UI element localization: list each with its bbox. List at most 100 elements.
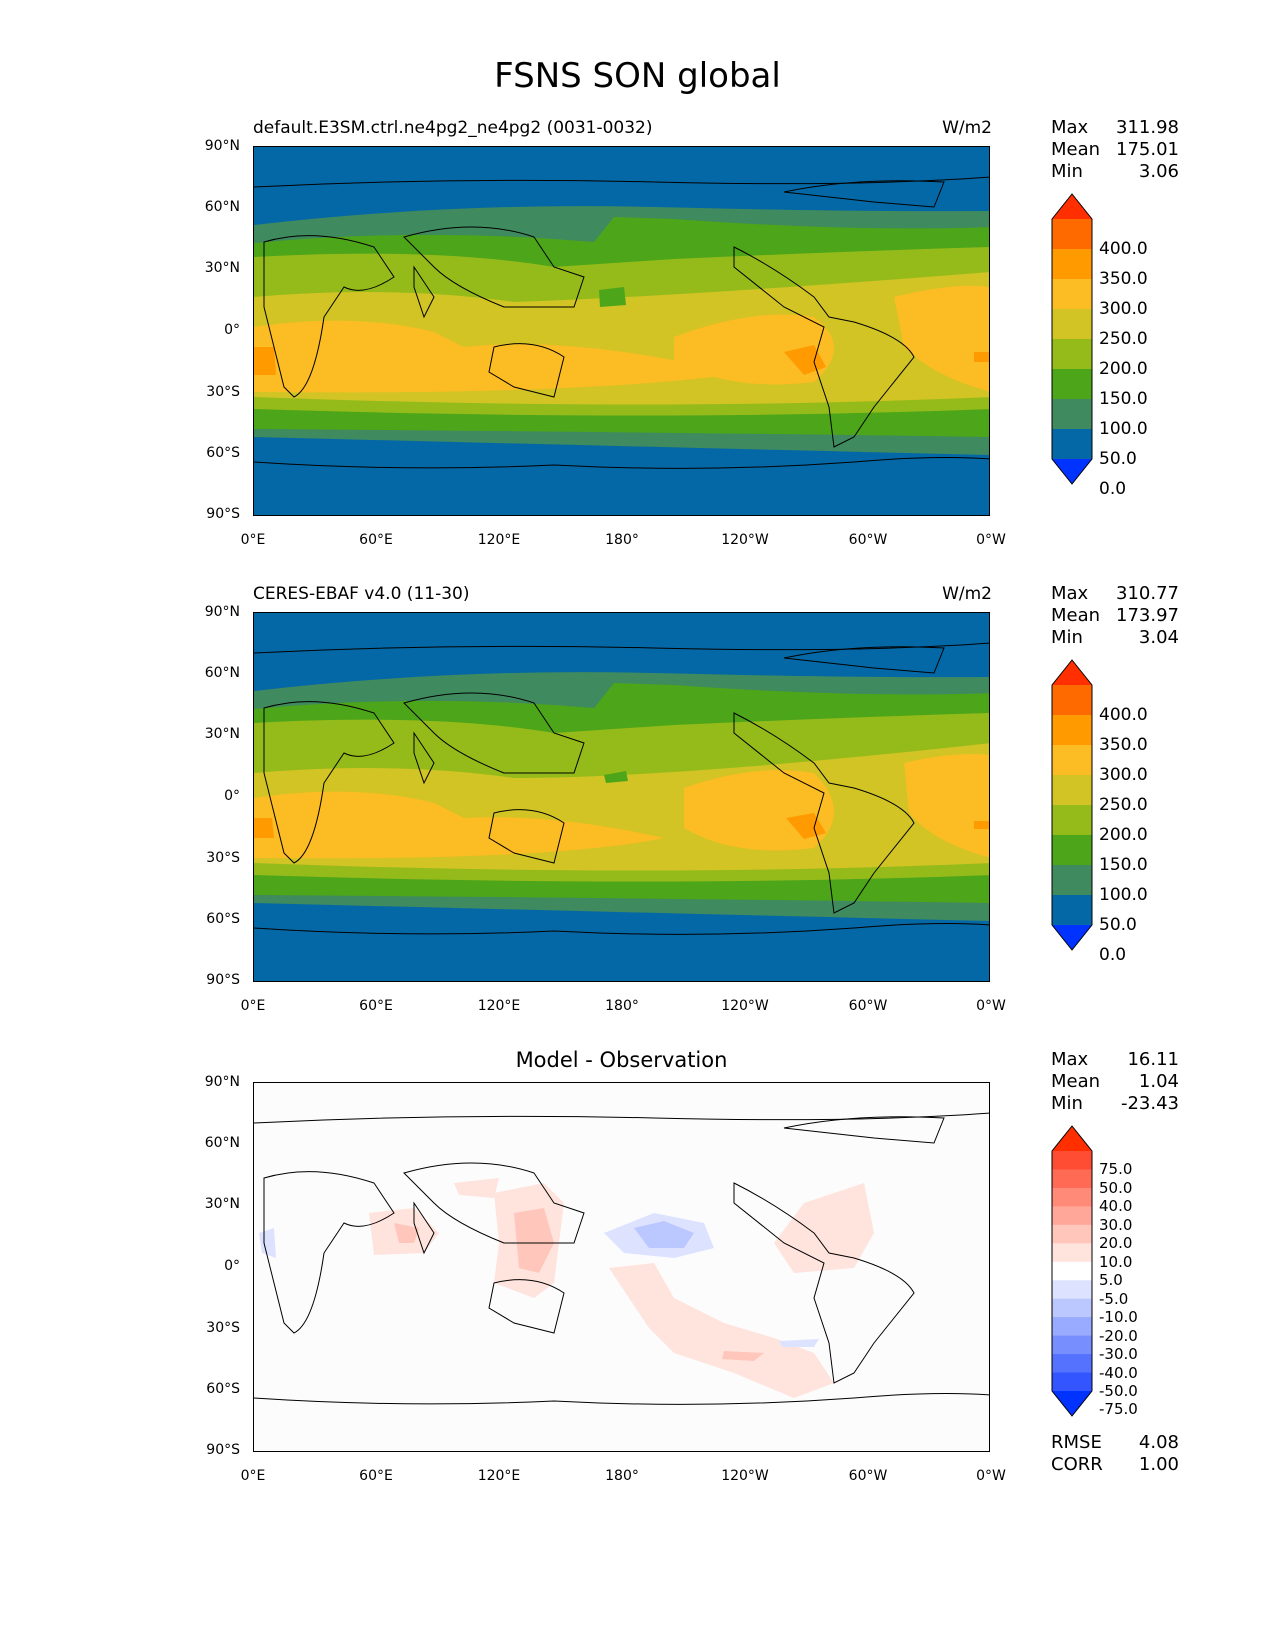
- lat-label: 0°: [224, 1258, 240, 1274]
- colorbar-label: 300.0: [1099, 298, 1148, 319]
- colorbar-svg: [1051, 1125, 1093, 1417]
- lat-label: 30°N: [204, 260, 240, 276]
- colorbar-bin: [1052, 249, 1092, 280]
- stats-box: Max 310.77 Mean 173.97 Min 3.04: [1051, 583, 1179, 649]
- colorbar-bin: [1052, 1151, 1092, 1170]
- colorbar-label: -10.0: [1099, 1308, 1138, 1327]
- colorbar-outline: [1051, 1125, 1093, 1417]
- colorbar-bin: [1052, 745, 1092, 776]
- map-model: [253, 146, 990, 516]
- lon-label: 120°E: [477, 1468, 521, 1484]
- colorbar-extend-max: [1052, 1126, 1092, 1151]
- colorbar-bin: [1052, 309, 1092, 340]
- map-field-model: [254, 147, 989, 515]
- stat-value: -23.43: [1120, 1093, 1179, 1114]
- metric-label: RMSE: [1051, 1432, 1102, 1453]
- colorbar-bin: [1052, 685, 1092, 716]
- colorbar-bin: [1052, 835, 1092, 866]
- lon-label: 0°W: [976, 1468, 1006, 1484]
- colorbar-bin: [1052, 865, 1092, 896]
- colorbar-label: 300.0: [1099, 764, 1148, 785]
- lat-label: 30°S: [206, 1320, 240, 1336]
- stat-value: 175.01: [1116, 139, 1179, 160]
- lon-label: 120°E: [477, 998, 521, 1014]
- figure-title: FSNS SON global: [494, 56, 781, 96]
- stat-label: Max: [1051, 583, 1089, 604]
- lon-label: 120°W: [721, 532, 769, 548]
- colorbar-bin: [1052, 369, 1092, 400]
- lon-label: 120°W: [721, 998, 769, 1014]
- lat-label: 60°S: [206, 911, 240, 927]
- colorbar-bin: [1052, 1206, 1092, 1226]
- colorbar-bin: [1052, 1335, 1092, 1355]
- colorbar-label: 150.0: [1099, 854, 1148, 875]
- stats-box: Max 311.98 Mean 175.01 Min 3.06: [1051, 117, 1179, 183]
- lon-label: 120°E: [477, 532, 521, 548]
- lat-label: 60°S: [206, 445, 240, 461]
- colorbar-bin: [1052, 1261, 1092, 1281]
- lat-label: 30°S: [206, 384, 240, 400]
- colorbar-extend-min: [1052, 459, 1092, 484]
- colorbar-label: 200.0: [1099, 358, 1148, 379]
- colorbar-label: 50.0: [1099, 448, 1137, 469]
- lon-label: 60°E: [359, 998, 393, 1014]
- lat-label: 90°N: [204, 1074, 240, 1090]
- stat-value: 173.97: [1116, 605, 1179, 626]
- colorbar-outline: [1051, 659, 1093, 951]
- stat-label: Min: [1051, 1093, 1083, 1114]
- colorbar-label: 5.0: [1099, 1271, 1123, 1290]
- panel-title-left: CERES-EBAF v4.0 (11-30): [253, 584, 470, 604]
- colorbar-label: -50.0: [1099, 1382, 1138, 1400]
- stat-label: Min: [1051, 161, 1083, 182]
- metric-label: CORR: [1051, 1454, 1103, 1475]
- colorbar-bin: [1052, 1187, 1092, 1207]
- colorbar-label: -20.0: [1099, 1326, 1138, 1345]
- colorbar-extend-max: [1052, 194, 1092, 219]
- lon-label: 180°: [605, 532, 639, 548]
- map-field-obs: [254, 613, 989, 981]
- colorbar-label: 50.0: [1099, 914, 1137, 935]
- lon-label: 60°E: [359, 532, 393, 548]
- stat-label: Min: [1051, 627, 1083, 648]
- lat-label: 90°S: [206, 506, 240, 522]
- map-obs: [253, 612, 990, 982]
- lon-label: 60°E: [359, 1468, 393, 1484]
- colorbar-label: 400.0: [1099, 704, 1148, 725]
- stat-value: 1.04: [1138, 1071, 1179, 1092]
- lon-label: 60°W: [848, 532, 888, 548]
- colorbar-label: 400.0: [1099, 238, 1148, 259]
- lat-label: 60°N: [204, 665, 240, 681]
- colorbar-label: 0.0: [1099, 944, 1127, 965]
- colorbar-label: -40.0: [1099, 1363, 1138, 1382]
- colorbar-label: 100.0: [1099, 418, 1148, 439]
- map-diff: [253, 1082, 990, 1452]
- lat-label: 60°N: [204, 1135, 240, 1151]
- colorbar-bin: [1052, 715, 1092, 746]
- lon-label: 60°W: [848, 1468, 888, 1484]
- lon-label: 180°: [605, 1468, 639, 1484]
- colorbar-label: 50.0: [1099, 1178, 1133, 1197]
- colorbar-bin: [1052, 219, 1092, 250]
- colorbar-bin: [1052, 805, 1092, 836]
- colorbar-bin: [1052, 1354, 1092, 1374]
- lat-label: 90°S: [206, 972, 240, 988]
- lat-label: 90°N: [204, 604, 240, 620]
- colorbar-label: 30.0: [1099, 1215, 1133, 1234]
- colorbar-label: 20.0: [1099, 1234, 1133, 1253]
- stat-label: Mean: [1051, 1071, 1101, 1092]
- lon-label: 180°: [605, 998, 639, 1014]
- lon-label: 60°W: [848, 998, 888, 1014]
- lon-label: 0°E: [240, 532, 266, 548]
- colorbar-bin: [1052, 1317, 1092, 1337]
- colorbar-label: -30.0: [1099, 1345, 1138, 1364]
- lat-label: 30°N: [204, 726, 240, 742]
- lon-label: 0°W: [976, 532, 1006, 548]
- colorbar-label: 100.0: [1099, 884, 1148, 905]
- stat-value: 310.77: [1116, 583, 1179, 604]
- colorbar-label: 350.0: [1099, 268, 1148, 289]
- lat-label: 0°: [224, 788, 240, 804]
- panel-title-center: Model - Observation: [515, 1048, 728, 1072]
- lon-label: 0°W: [976, 998, 1006, 1014]
- lat-label: 90°N: [204, 138, 240, 154]
- colorbar-label: 350.0: [1099, 734, 1148, 755]
